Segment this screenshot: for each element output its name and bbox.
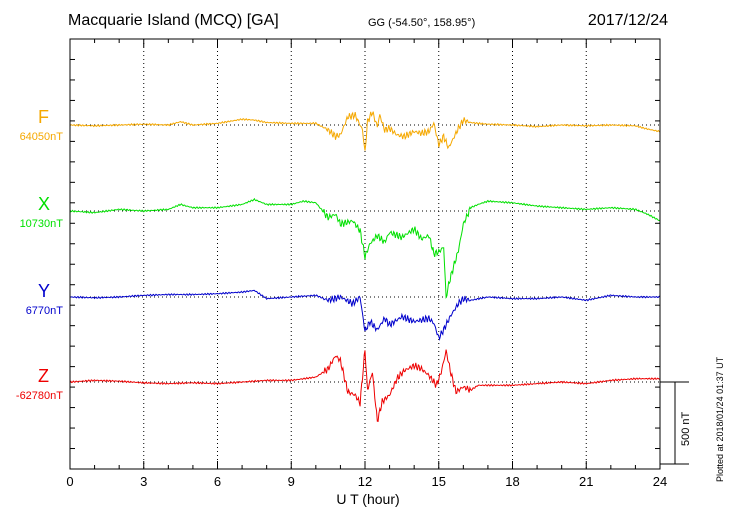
chart-title: Macquarie Island (MCQ) [GA] <box>68 12 279 29</box>
plotted-timestamp: Plotted at 2018/01/24 01:37 UT <box>715 356 725 482</box>
series-line-z <box>69 349 661 423</box>
x-tick-label: 12 <box>358 474 372 489</box>
chart-date: 2017/12/24 <box>587 12 668 29</box>
series-baseline-y: 6770nT <box>25 305 63 317</box>
series-baseline-z: -62780nT <box>15 390 63 402</box>
series-line-f <box>69 111 661 151</box>
x-tick-label: 3 <box>140 474 147 489</box>
series-letter-y: Y <box>38 281 51 301</box>
series-line-x <box>69 197 661 299</box>
x-tick-label: 6 <box>214 474 221 489</box>
series-line-y <box>69 289 661 341</box>
x-tick-label: 0 <box>66 474 73 489</box>
x-tick-label: 21 <box>579 474 593 489</box>
series-baseline-x: 10730nT <box>19 218 63 230</box>
x-tick-label: 24 <box>653 474 667 489</box>
x-tick-label: 9 <box>288 474 295 489</box>
series-letter-z: Z <box>38 366 49 386</box>
x-tick-label: 15 <box>432 474 446 489</box>
series-letter-x: X <box>38 194 51 214</box>
station-coordinates: GG (-54.50°, 158.95°) <box>368 17 476 29</box>
x-tick-label: 18 <box>505 474 519 489</box>
series-letter-f: F <box>38 107 49 127</box>
series-baseline-f: 64050nT <box>19 131 63 143</box>
scale-bar-label: 500 nT <box>680 411 692 446</box>
